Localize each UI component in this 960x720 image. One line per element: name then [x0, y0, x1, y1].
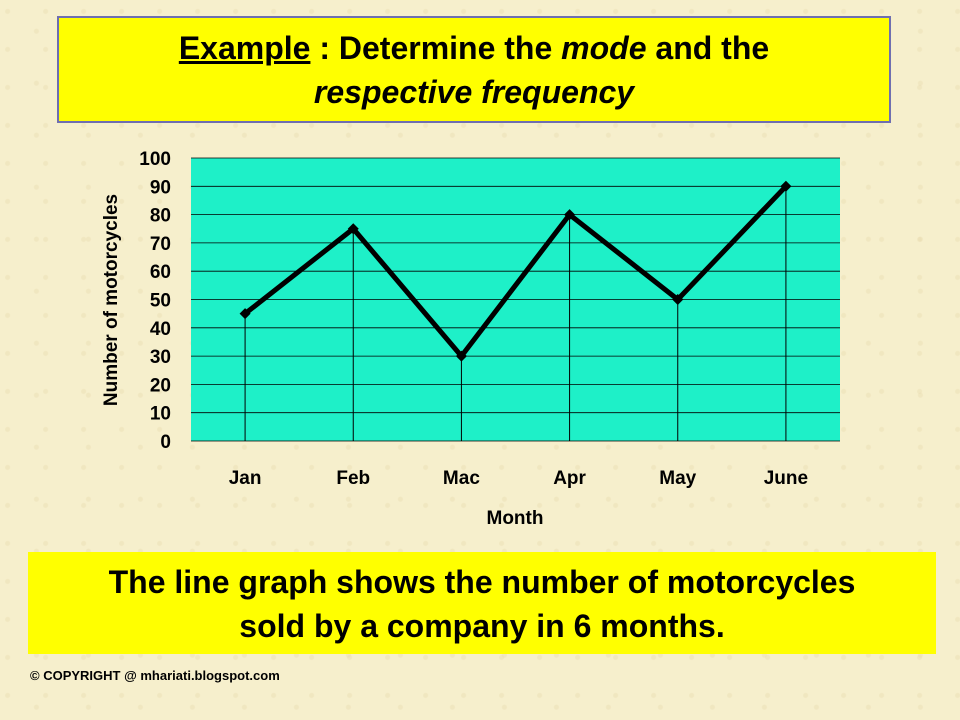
caption-line-1: The line graph shows the number of motor…	[108, 564, 856, 600]
y-tick-label: 50	[150, 291, 171, 312]
y-tick-label: 10	[150, 404, 171, 425]
data-point	[672, 294, 684, 305]
title-mode: mode	[561, 30, 647, 66]
caption-line-2: sold by a company in 6 months.	[239, 608, 725, 644]
title-text-b: and the	[646, 30, 770, 66]
data-point	[564, 209, 576, 221]
title-box: Example : Determine the mode and the res…	[57, 16, 891, 123]
title-line-1: Example : Determine the mode and the	[59, 26, 889, 70]
title-text-a: : Determine the	[310, 30, 562, 66]
y-tick-label: 20	[150, 375, 171, 396]
y-tick-label: 0	[160, 432, 171, 453]
data-point	[347, 223, 359, 235]
copyright-text: © COPYRIGHT @ mhariati.blogspot.com	[30, 668, 280, 683]
x-tick-label: June	[764, 468, 808, 489]
caption-box: The line graph shows the number of motor…	[28, 552, 936, 654]
y-tick-label: 80	[150, 206, 171, 227]
x-axis-title: Month	[487, 508, 544, 529]
x-tick-label: May	[659, 468, 696, 489]
title-line-2: respective frequency	[313, 74, 635, 110]
x-tick-label: Jan	[229, 468, 262, 489]
x-tick-label: Apr	[553, 468, 586, 489]
y-tick-label: 70	[150, 234, 171, 255]
y-tick-label: 40	[150, 319, 171, 340]
y-tick-label: 100	[139, 149, 171, 170]
y-tick-label: 90	[150, 177, 171, 198]
y-tick-label: 60	[150, 262, 171, 283]
x-tick-label: Feb	[336, 468, 370, 489]
title-example: Example	[178, 30, 311, 66]
y-tick-label: 30	[150, 347, 171, 368]
x-tick-label: Mac	[443, 468, 480, 489]
series-line	[243, 184, 788, 361]
data-point	[239, 308, 251, 320]
data-point	[455, 350, 467, 362]
y-axis-title: Number of motorcycles	[101, 194, 122, 406]
data-point	[780, 180, 792, 192]
